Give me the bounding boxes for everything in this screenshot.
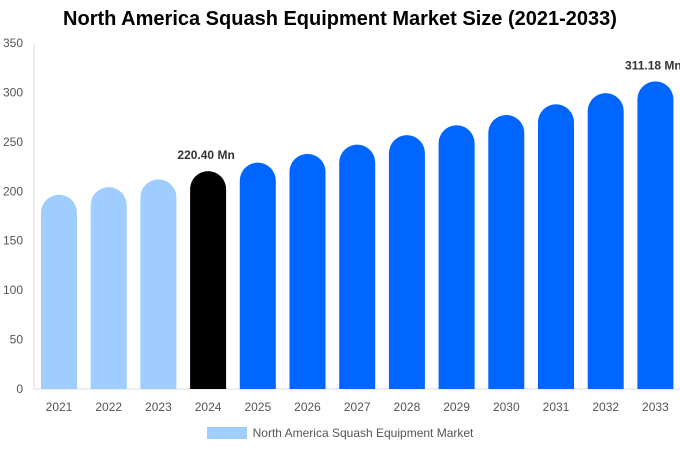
x-tick-label: 2026 [294, 400, 321, 414]
x-tick-label: 2029 [443, 400, 470, 414]
bar-2023 [140, 179, 177, 389]
bar-2022 [90, 187, 127, 389]
x-tick-label: 2028 [394, 400, 421, 414]
x-tick-label: 2027 [344, 400, 371, 414]
x-tick-label: 2024 [195, 400, 222, 414]
bar-2030 [488, 114, 525, 389]
x-tick-label: 2021 [46, 400, 73, 414]
y-tick-label: 50 [10, 333, 24, 347]
data-label-2033: 311.18 Mn [625, 58, 680, 72]
y-tick-label: 100 [3, 283, 23, 297]
x-tick-label: 2030 [493, 400, 520, 414]
y-tick-label: 350 [3, 36, 23, 50]
x-tick-label: 2022 [95, 400, 122, 414]
bar-2028 [388, 135, 425, 389]
data-label-2024: 220.40 Mn [177, 148, 234, 162]
x-tick-label: 2025 [244, 400, 271, 414]
x-tick-label: 2031 [543, 400, 570, 414]
y-tick-label: 250 [3, 135, 23, 149]
y-tick-label: 200 [3, 184, 23, 198]
x-tick-label: 2033 [642, 400, 669, 414]
bar-2027 [339, 144, 376, 389]
bar-2026 [289, 153, 326, 389]
x-tick-label: 2032 [592, 400, 619, 414]
legend-swatch [206, 427, 247, 439]
bar-2033 [637, 81, 674, 389]
y-tick-label: 150 [3, 234, 23, 248]
x-tick-label: 2023 [145, 400, 172, 414]
legend-label: North America Squash Equipment Market [252, 426, 474, 440]
y-tick-label: 0 [16, 382, 23, 396]
bar-2032 [587, 93, 624, 389]
bar-2031 [538, 104, 574, 389]
y-tick-label: 300 [3, 85, 23, 99]
bar-2025 [239, 162, 276, 389]
legend: North America Squash Equipment Market [0, 426, 680, 440]
chart-title: North America Squash Equipment Market Si… [63, 8, 617, 30]
bar-2024 [190, 171, 227, 389]
bar-2021 [41, 194, 77, 389]
bar-2029 [438, 125, 475, 389]
